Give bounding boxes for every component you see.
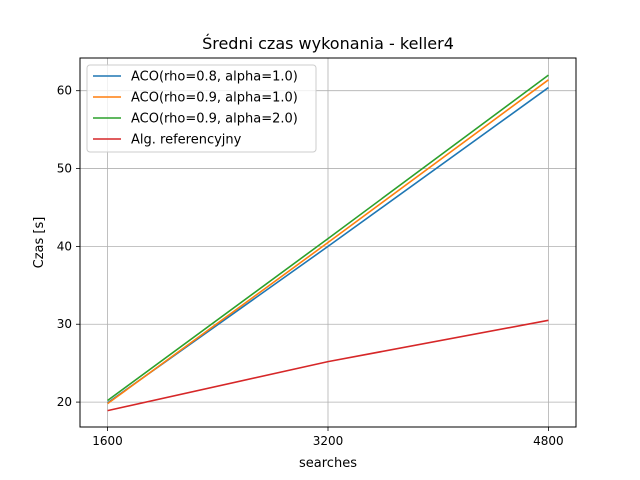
legend-label-4: Alg. referencyjny bbox=[131, 133, 242, 148]
y-tick-label: 40 bbox=[57, 239, 72, 253]
legend-label-1: ACO(rho=0.8, alpha=1.0) bbox=[131, 70, 298, 85]
y-axis-label: Czas [s] bbox=[32, 217, 47, 269]
legend-label-3: ACO(rho=0.9, alpha=2.0) bbox=[131, 112, 298, 127]
series-line-3 bbox=[107, 74, 549, 402]
x-tick-label: 1600 bbox=[92, 434, 123, 448]
y-tick-label: 60 bbox=[57, 84, 72, 98]
y-tick-label: 50 bbox=[57, 162, 72, 176]
series-lines bbox=[107, 74, 549, 412]
x-tick-label: 3200 bbox=[313, 434, 344, 448]
legend-box bbox=[86, 64, 317, 153]
series-line-4 bbox=[107, 319, 549, 412]
y-tick-label: 20 bbox=[57, 395, 72, 409]
chart-title: Średni czas wykonania - keller4 bbox=[202, 34, 454, 53]
legend: ACO(rho=0.8, alpha=1.0) ACO(rho=0.9, alph… bbox=[86, 64, 317, 153]
series-line-2 bbox=[107, 79, 549, 405]
legend-label-2: ACO(rho=0.9, alpha=1.0) bbox=[131, 91, 298, 106]
y-tick-label: 30 bbox=[57, 317, 72, 331]
x-tick-label: 4800 bbox=[533, 434, 564, 448]
x-axis-label: searches bbox=[299, 456, 357, 471]
axis-ticks: 1600 3200 4800 20 30 40 50 60 bbox=[57, 84, 564, 448]
